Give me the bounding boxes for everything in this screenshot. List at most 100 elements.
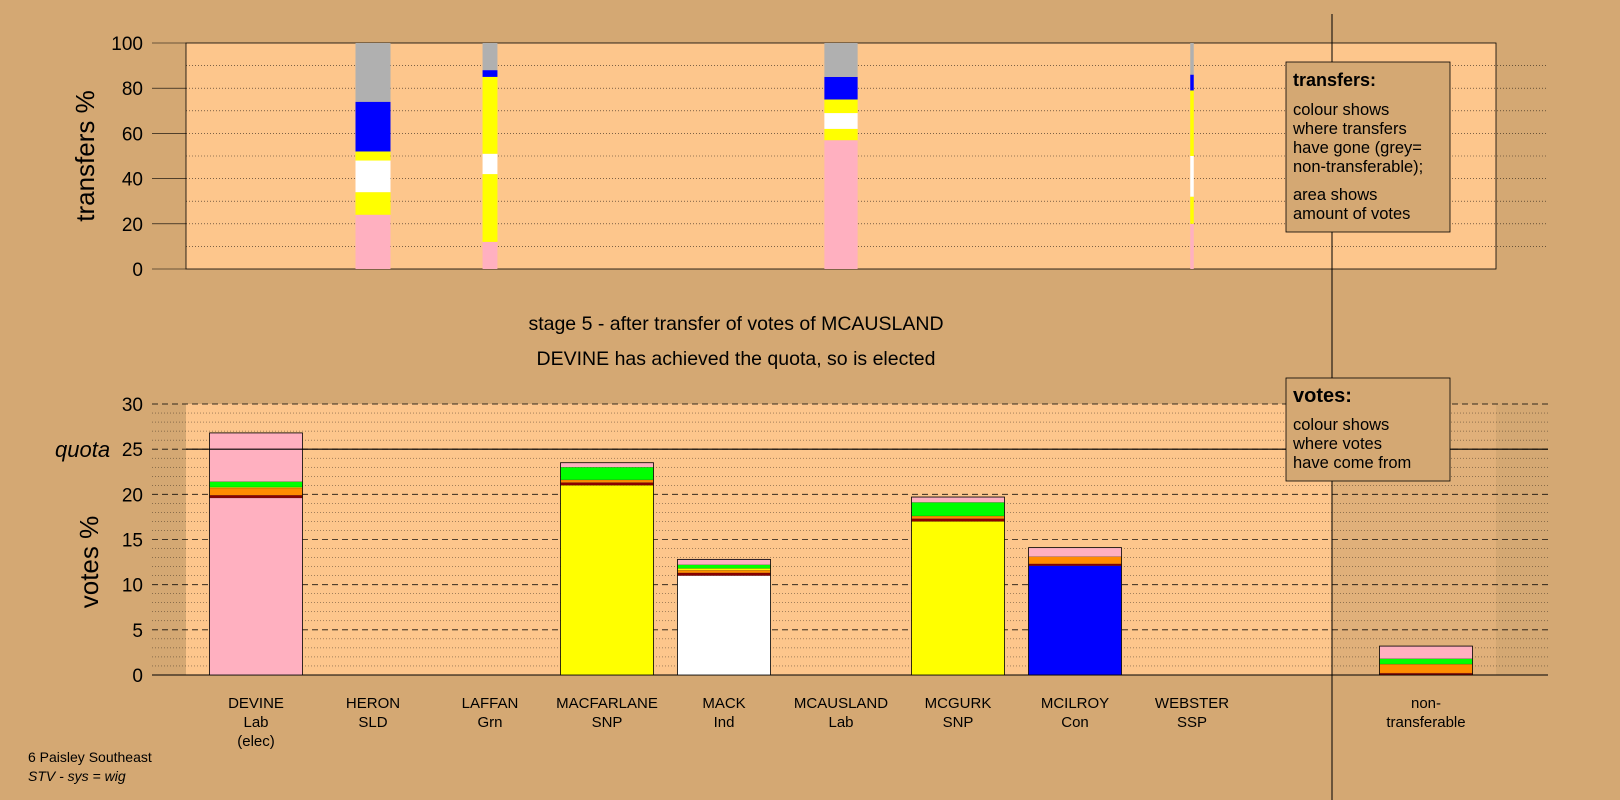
votes-tick-label: 0 [132,666,143,687]
vote-segment [560,482,654,486]
candidate-label: Ind [714,714,735,731]
transfers-axis-label: transfers % [70,90,100,222]
candidate-label: non- [1411,695,1441,712]
transfer-segment [482,241,498,269]
transfer-segment [482,174,498,242]
candidate-label: SSP [1177,714,1207,731]
candidate-label: SLD [358,714,387,731]
candidate-label: DEVINE [228,695,284,712]
vote-segment [1379,673,1473,675]
transfers-legend: transfers: colour shows where transfers … [1285,61,1451,233]
transfer-segment [1190,74,1194,91]
votes-tick-label: 25 [122,440,143,461]
transfer-segment [482,76,498,154]
vote-segment [911,518,1005,522]
votes-legend-line: have come from [1293,454,1411,472]
votes-legend: votes: colour shows where votes have com… [1285,377,1451,482]
transfers-tick-label: 100 [111,34,143,55]
transfer-segment [482,153,498,175]
vote-segment [209,487,303,489]
vote-segment [1028,565,1122,675]
vote-segment [677,570,771,573]
votes-legend-title: votes: [1293,385,1352,407]
candidate-label: Grn [477,714,502,731]
votes-tick-label: 30 [122,395,143,416]
transfers-tick-label: 40 [122,170,143,191]
transfer-segment [355,151,391,161]
quota-label: quota [55,437,110,462]
candidate-label: MCAUSLAND [794,695,888,712]
vote-segment [1379,658,1473,665]
footer-ward: 6 Paisley Southeast [28,749,152,765]
vote-segment [677,575,771,675]
vote-segment [560,485,654,675]
vote-segment [911,502,1005,517]
transfer-segment [355,160,391,193]
transfers-legend-line: amount of votes [1293,205,1410,223]
candidate-label: MCGURK [925,695,992,712]
vote-segment [209,495,303,498]
vote-segment [560,467,654,480]
votes-legend-line: colour shows [1293,416,1389,434]
candidate-label: MACK [702,695,745,712]
vote-segment [209,497,303,675]
transfer-segment [1190,156,1194,197]
vote-segment [209,481,303,488]
transfer-segment [824,43,858,77]
transfers-legend-line: non-transferable); [1293,158,1423,176]
transfer-segment [355,43,391,102]
vote-segment [911,497,1005,503]
vote-segment [677,572,771,576]
footer-system: STV - sys = wig [28,768,126,784]
transfers-legend-line: where transfers [1292,120,1407,138]
candidate-label: Lab [243,714,268,731]
transfer-segment [1190,43,1194,75]
candidate-label: (elec) [237,733,275,750]
votes-legend-line: where votes [1292,435,1382,453]
transfer-segment [355,101,391,152]
transfers-tick-label: 80 [122,79,143,100]
candidate-label: Lab [828,714,853,731]
candidate-label: LAFFAN [462,695,519,712]
transfer-segment [1190,223,1194,269]
vote-segment [677,564,771,569]
candidate-label: transferable [1386,714,1465,731]
transfer-segment [1190,196,1194,224]
transfer-segment [824,76,858,100]
candidate-label: HERON [346,695,400,712]
transfer-segment [355,192,391,215]
candidate-label: Con [1061,714,1089,731]
votes-tick-label: 10 [122,576,143,597]
stage-result: DEVINE has achieved the quota, so is ele… [537,348,936,370]
stage-title: stage 5 - after transfer of votes of MCA… [528,313,943,335]
vote-segment [677,568,771,571]
transfers-tick-label: 20 [122,215,143,236]
votes-tick-label: 5 [132,621,143,642]
vote-segment [677,559,771,565]
votes-tick-label: 15 [122,531,143,552]
vote-segment [1379,646,1473,659]
transfers-legend-line: area shows [1293,186,1377,204]
vote-segment [1028,556,1122,564]
transfers-legend-title: transfers: [1293,70,1376,90]
candidate-label: SNP [943,714,974,731]
transfer-segment [355,214,391,269]
transfer-segment [824,99,858,114]
candidate-label: WEBSTER [1155,695,1229,712]
transfer-segment [824,140,858,269]
transfers-legend-line: colour shows [1293,101,1389,119]
transfer-segment [824,128,858,141]
transfers-tick-label: 0 [132,260,143,281]
candidate-label: SNP [592,714,623,731]
votes-tick-label: 20 [122,485,143,506]
vote-segment [911,521,1005,675]
vote-segment [209,488,303,496]
transfer-segment [1190,90,1194,156]
vote-segment [1379,664,1473,674]
vote-segment [1028,547,1122,557]
candidate-label: MACFARLANE [556,695,658,712]
vote-segment [560,479,654,483]
transfer-segment [824,113,858,129]
vote-segment [911,516,1005,519]
